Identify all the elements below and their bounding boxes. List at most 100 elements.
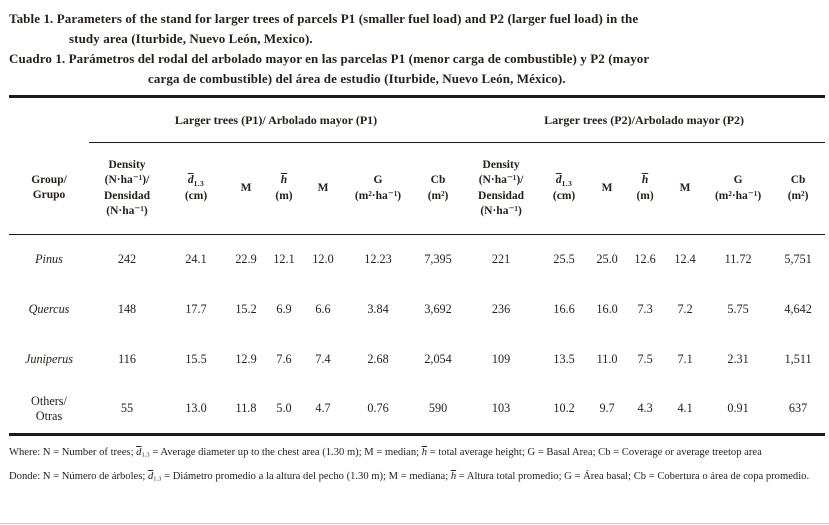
caption-es-line2: carga de combustible) del área de estudi…	[148, 71, 566, 86]
table-cell: 637	[788, 401, 808, 416]
dbar-subscript: 1.3	[561, 178, 573, 188]
table-cell: 12.23	[364, 252, 392, 267]
table-cell: 15.5	[185, 351, 207, 366]
row-label-quercus: Quercus	[28, 301, 70, 316]
table-cell: 4.1	[677, 401, 693, 416]
hbar-symbol: h	[280, 174, 288, 187]
table-cell: 0.76	[367, 401, 389, 416]
diameter-unit: (cm)	[552, 189, 576, 202]
footnote-ovl-segment: h	[450, 471, 457, 483]
col-header-median-d-p2: M	[589, 142, 626, 235]
table-cell: 116	[118, 351, 136, 366]
table-cell: 24.1	[185, 252, 207, 267]
table-cell: 242	[117, 252, 137, 267]
table-row-quercus: Quercus 148 17.7 15.2 6.9 6.6 3.84 3,692…	[9, 285, 825, 335]
footnote-es: Donde: N = Número de árboles; d1.3 = Diá…	[9, 468, 822, 487]
table-cell: 4.7	[315, 401, 331, 416]
table-cell: 5.75	[727, 301, 749, 316]
col-header-median-h-p1: M	[303, 142, 343, 235]
height-unit: (m)	[636, 189, 654, 202]
height-unit: (m)	[275, 189, 293, 202]
col-header-density-p1: Density (N·ha⁻¹)/ Densidad (N·ha⁻¹)	[89, 142, 165, 235]
table-cell: 22.9	[235, 252, 257, 267]
footnote-ovl-segment: h	[421, 447, 428, 458]
table-cell: 12.4	[674, 252, 696, 267]
table-cell: 25.5	[553, 252, 575, 267]
table-cell: 1,511	[784, 351, 812, 366]
table-cell: 0.91	[727, 401, 749, 416]
group-header-row: Larger trees (P1)/ Arbolado mayor (P1) L…	[9, 96, 826, 143]
table-cell: 3.84	[367, 301, 389, 316]
dbar-symbol: d	[187, 173, 194, 186]
col-header-coverage-p1: Cb (m²)	[413, 142, 464, 235]
table-cell: 16.6	[553, 301, 575, 316]
col-header-density-p2: Density (N·ha⁻¹)/ Densidad (N·ha⁻¹)	[463, 142, 540, 235]
table-cell: 12.9	[235, 351, 257, 366]
table-cell: 6.9	[276, 301, 292, 316]
group-header-p2: Larger trees (P2)/Arbolado mayor (P2)	[463, 96, 826, 143]
table-cell: 7.1	[677, 351, 693, 366]
table-caption: Table 1. Parameters of the stand for lar…	[9, 9, 821, 89]
table-cell: 12.6	[634, 252, 656, 267]
table-cell: 7.5	[637, 351, 653, 366]
table-cell: 16.0	[596, 301, 618, 316]
footnote-text-segment: = Diámetro promedio a la altura del pech…	[161, 471, 451, 483]
group-header-p1: Larger trees (P1)/ Arbolado mayor (P1)	[89, 96, 464, 143]
table-cell: 25.0	[596, 252, 618, 267]
table-cell: 7.4	[315, 351, 331, 366]
table-cell: 13.0	[185, 401, 207, 416]
footnote-text-segment: Where: N = Number of trees;	[9, 447, 137, 458]
diameter-unit: (cm)	[184, 189, 208, 202]
row-label-juniperus: Juniperus	[24, 351, 74, 366]
table-cell: 55	[120, 401, 134, 416]
row-label-pinus: Pinus	[35, 252, 63, 267]
column-header-row: Group/ Grupo Density (N·ha⁻¹)/ Densidad …	[9, 142, 826, 235]
table-cell: 4.3	[637, 401, 653, 416]
dbar-subscript: 1.3	[193, 178, 205, 188]
col-header-basal-area-p1: G (m²·ha⁻¹)	[343, 142, 413, 235]
table-cell: 12.1	[273, 252, 295, 267]
page-bottom-rule	[0, 523, 829, 524]
footnotes: Where: N = Number of trees; d1.3 = Avera…	[9, 444, 822, 488]
caption-en-line2: study area (Iturbide, Nuevo León, Mexico…	[69, 31, 313, 46]
footnote-sub-segment: 1.3	[141, 451, 150, 459]
table-cell: 103	[491, 401, 511, 416]
table-cell: 2.68	[367, 351, 389, 366]
table-cell: 15.2	[235, 301, 257, 316]
table-cell: 5,751	[784, 252, 812, 267]
caption-es-line1: Cuadro 1. Parámetros del rodal del arbol…	[9, 51, 650, 66]
table-cell: 3,692	[424, 301, 452, 316]
col-header-diameter-p1: d1.3 (cm)	[165, 142, 227, 235]
table-cell: 2,054	[424, 351, 452, 366]
table-cell: 10.2	[553, 401, 575, 416]
table-cell: 17.7	[185, 301, 207, 316]
table-cell: 7.6	[276, 351, 292, 366]
table-cell: 13.5	[553, 351, 575, 366]
table-cell: 4,642	[784, 301, 812, 316]
footnote-sub-segment: 1.3	[153, 475, 162, 483]
footnote-text-segment: = total average height; G = Basal Area; …	[427, 447, 762, 458]
table-row-others: Others/ Otras 55 13.0 11.8 5.0 4.7 0.76 …	[9, 385, 825, 435]
table-cell: 148	[117, 301, 137, 316]
col-header-coverage-p2: Cb (m²)	[771, 142, 826, 235]
table-cell: 12.0	[312, 252, 334, 267]
footnote-en: Where: N = Number of trees; d1.3 = Avera…	[9, 444, 822, 463]
dbar-symbol: d	[555, 173, 562, 186]
row-label-others: Others/ Otras	[31, 393, 67, 423]
footnote-ovl-segment: d	[136, 447, 142, 458]
group-header-spacer	[9, 97, 89, 143]
caption-en-line1: Table 1. Parameters of the stand for lar…	[9, 11, 639, 26]
footnote-text-segment: Donde: N = Número de árboles;	[9, 471, 148, 483]
table-cell: 7.3	[637, 301, 653, 316]
col-header-median-d-p1: M	[227, 142, 265, 235]
col-header-basal-area-p2: G (m²·ha⁻¹)	[705, 142, 772, 235]
table-cell: 11.72	[724, 252, 752, 267]
table-cell: 7.2	[677, 301, 693, 316]
table-cell: 7,395	[424, 252, 452, 267]
table-cell: 236	[491, 301, 511, 316]
table-cell: 590	[428, 401, 448, 416]
table-cell: 11.8	[235, 401, 257, 416]
table-cell: 109	[491, 351, 511, 366]
table-cell: 5.0	[276, 401, 292, 416]
